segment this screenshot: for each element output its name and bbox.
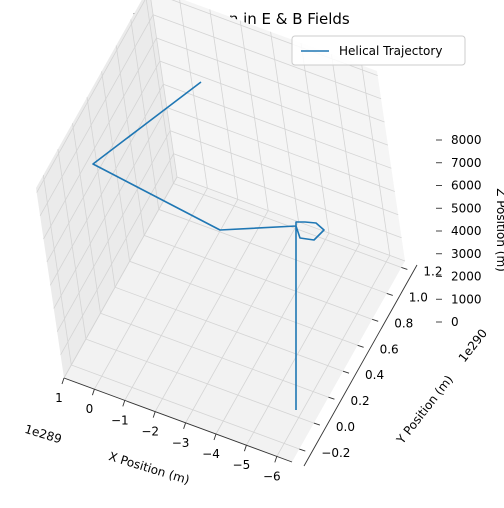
- z-grid-line: [43, 37, 385, 240]
- x-tick-label: −2: [141, 425, 159, 439]
- z-tick-label: 1000: [451, 292, 482, 306]
- x-tick-label: −3: [172, 436, 190, 450]
- z-axis-label: Z Position (m): [494, 188, 504, 272]
- axes-panes: [36, 0, 405, 462]
- tick-labels: −6 −5 −4 −3 −2 −1 0 1 −0.2 0.0 0.2 0.4 0.6 0.8 1.0 1.2 0…: [55, 133, 481, 483]
- x-tick-mark: [152, 411, 156, 418]
- y-tick-mark: [386, 292, 393, 296]
- x-tick-label: −4: [202, 447, 220, 461]
- x-tick-mark: [61, 377, 65, 385]
- y-tick-mark: [328, 396, 335, 400]
- y-tick-mark: [401, 267, 408, 270]
- z-grid-line: [63, 176, 406, 379]
- y-tick-label: 0.6: [380, 342, 399, 356]
- x-tick-label: −6: [263, 469, 281, 483]
- series-line-helical-trajectory: [92, 81, 325, 410]
- legend-label: Helical Trajectory: [339, 44, 442, 58]
- floor-pane: [64, 177, 405, 462]
- y-tick-label: 0.4: [365, 368, 384, 382]
- z-tick-label: 7000: [451, 156, 482, 170]
- y-tick-mark: [313, 422, 321, 426]
- y-tick-label: 1.0: [409, 290, 428, 304]
- z-tick-label: 2000: [451, 270, 482, 284]
- y-tick-mark: [299, 448, 306, 452]
- y-tick-label: 0.0: [336, 420, 355, 434]
- y-tick-mark: [357, 344, 364, 348]
- z-tick-label: 6000: [451, 179, 482, 193]
- z-grid-line: [49, 83, 392, 286]
- z-tick-label: 0: [451, 315, 459, 329]
- y-tick-label: 1.2: [423, 265, 442, 279]
- z-grid-line: [39, 14, 382, 216]
- y-axis-line: [303, 264, 418, 467]
- x-tick-label: 0: [86, 402, 94, 416]
- z-grid-line: [60, 153, 402, 355]
- x-tick-mark: [122, 400, 126, 407]
- z-grid-line: [46, 60, 389, 263]
- y-tick-mark: [342, 370, 350, 374]
- y-tick-label: 0.2: [351, 394, 370, 408]
- z-tick-label: 5000: [451, 201, 482, 215]
- x-tick-label: −1: [111, 413, 129, 427]
- x-tick-label: 1: [55, 391, 63, 405]
- z-tick-label: 4000: [451, 224, 482, 238]
- x-tick-mark: [243, 445, 247, 452]
- legend-box: [291, 35, 466, 66]
- y-axis-label: Y Position (m): [393, 373, 456, 448]
- x-tick-mark: [213, 433, 217, 441]
- y-axis-offset: 1e290: [456, 326, 490, 365]
- y-tick-label: −0.2: [321, 446, 350, 460]
- x-axis-line: [63, 377, 293, 463]
- x-tick-mark: [183, 422, 187, 429]
- z-grid-line: [56, 130, 399, 332]
- y-tick-label: 0.8: [394, 316, 413, 330]
- z-tick-label: 8000: [451, 133, 482, 147]
- x-axis-label: X Position (m): [107, 449, 191, 487]
- x-axis-offset: 1e289: [23, 422, 63, 446]
- x-tick-label: −5: [233, 458, 251, 472]
- x-tick-mark: [91, 389, 95, 396]
- x-tick-mark: [274, 456, 278, 463]
- axis-lines: [63, 264, 418, 467]
- y-tick-mark: [372, 318, 379, 322]
- legend: Helical Trajectory: [291, 35, 466, 66]
- z-tick-label: 3000: [451, 247, 482, 261]
- series-layer: [92, 81, 325, 410]
